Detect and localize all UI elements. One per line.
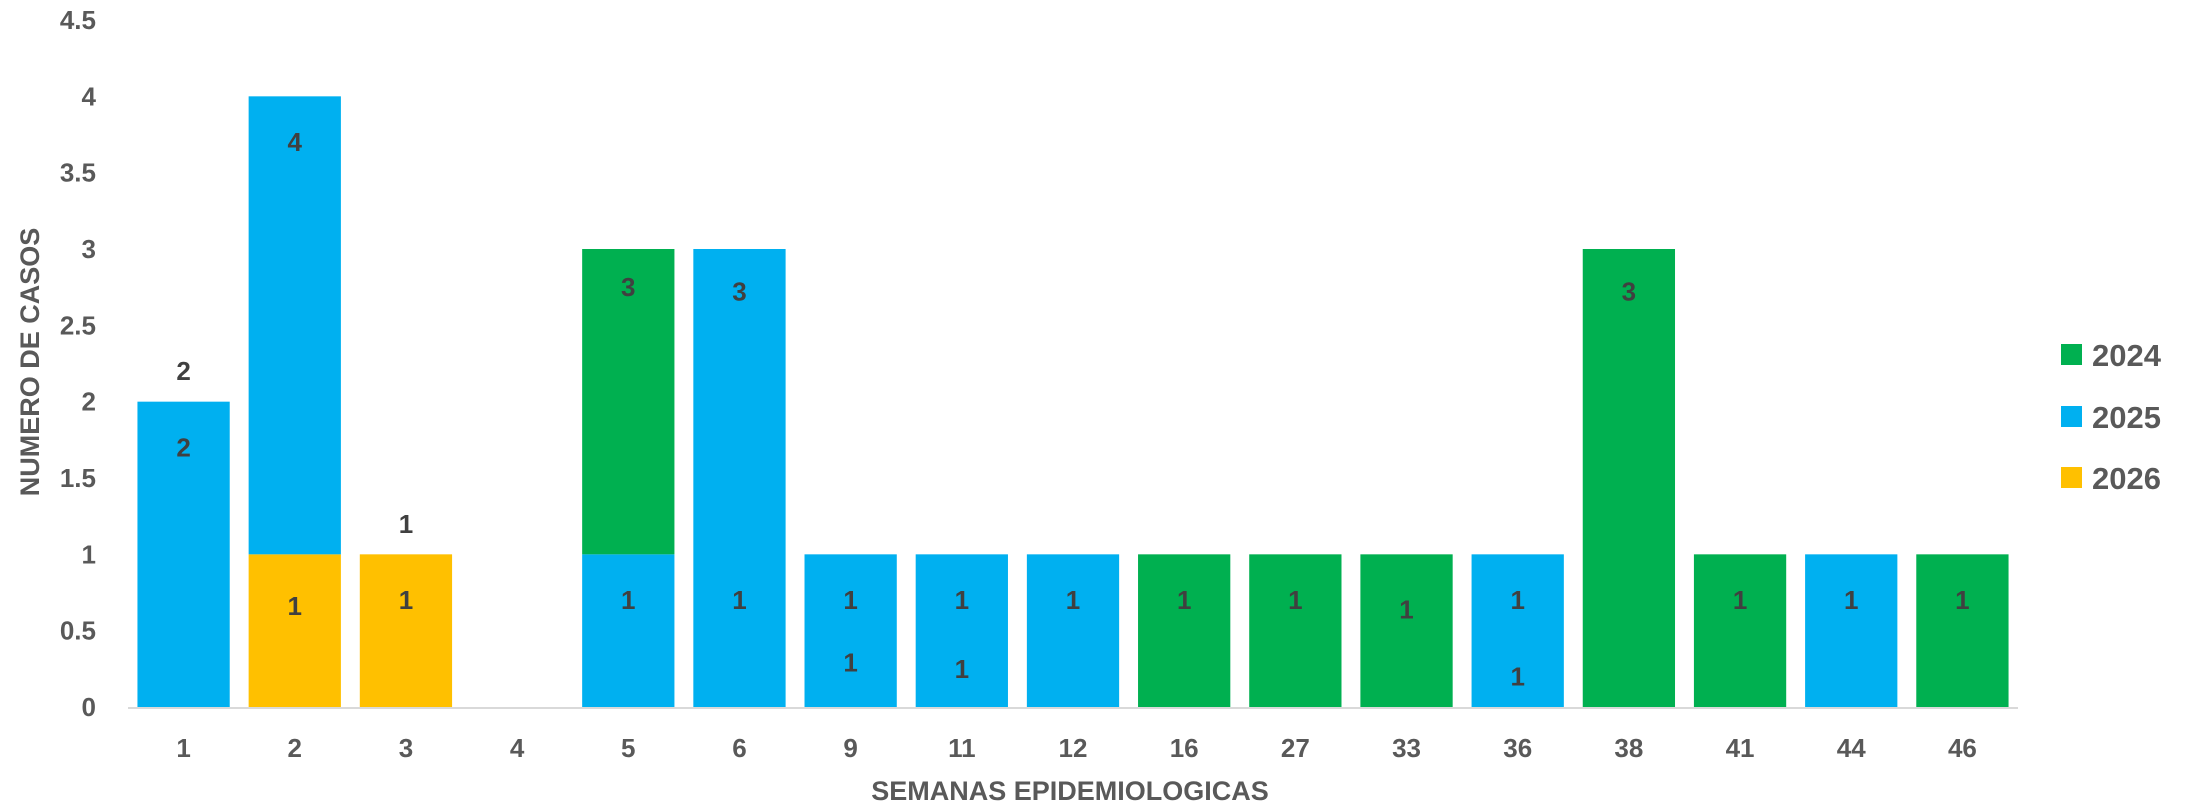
y-tick-label: 3.5: [60, 158, 96, 188]
x-tick-label: 4: [510, 733, 525, 763]
y-tick-label: 4: [82, 81, 97, 111]
x-axis-title: SEMANAS EPIDEMIOLOGICAS: [871, 776, 1269, 806]
y-tick-label: 0: [82, 692, 96, 722]
data-label: 1: [1844, 585, 1858, 615]
bar-2024-week-46: [1916, 554, 2009, 707]
x-tick-label: 9: [843, 733, 857, 763]
bar-2025-week-6: [693, 249, 786, 707]
data-label: 2: [176, 356, 190, 386]
bar-2025-week-12: [1026, 554, 1120, 707]
bar-2026-week-2: [248, 554, 341, 707]
x-axis-ticks: 1 2 3 4 5 6 9 11 12 16 27 33 36 38 41 44 46: [176, 733, 1977, 763]
data-label: 3: [1622, 277, 1636, 307]
bar-2025-week-5: [582, 554, 675, 707]
y-tick-label: 1: [82, 539, 96, 569]
legend: 2024 2025 2026: [2061, 338, 2162, 496]
bar-2025-week-1: [137, 401, 230, 707]
bar-2025-week-2: [248, 96, 341, 555]
data-label: 1: [399, 585, 413, 615]
y-tick-label: 3: [82, 234, 96, 264]
data-label: 1: [1177, 585, 1191, 615]
x-tick-label: 3: [399, 733, 413, 763]
data-label: 1: [1288, 585, 1302, 615]
data-label: 2: [176, 432, 190, 462]
data-label: 1: [1399, 594, 1413, 624]
bar-2024-week-16: [1138, 554, 1231, 707]
x-tick-label: 2: [288, 733, 302, 763]
x-tick-label: 33: [1392, 733, 1421, 763]
bar-2025-week-11: [915, 554, 1008, 707]
data-label: 3: [732, 277, 746, 307]
data-label: 1: [843, 648, 857, 678]
x-tick-label: 1: [176, 733, 190, 763]
data-label: 1: [399, 509, 413, 539]
x-tick-label: 44: [1837, 733, 1866, 763]
data-label: 4: [288, 127, 303, 157]
x-tick-label: 6: [732, 733, 746, 763]
data-label: 1: [955, 585, 969, 615]
data-label: 1: [1733, 585, 1747, 615]
bar-2024-week-5: [582, 249, 675, 555]
x-tick-label: 41: [1726, 733, 1755, 763]
bar-2025-week-9: [804, 554, 897, 707]
data-label: 1: [1066, 585, 1080, 615]
x-tick-label: 12: [1059, 733, 1088, 763]
data-label: 1: [1955, 585, 1969, 615]
x-tick-label: 11: [948, 733, 976, 763]
y-tick-label: 1.5: [60, 463, 96, 493]
x-tick-label: 46: [1948, 733, 1977, 763]
legend-label-2024: 2024: [2092, 338, 2162, 373]
y-tick-label: 2.5: [60, 310, 96, 340]
data-label: 1: [621, 585, 635, 615]
legend-swatch-2026: [2061, 467, 2082, 488]
bar-2024-week-33: [1360, 554, 1453, 707]
data-label: 1: [843, 585, 857, 615]
bar-2025-week-44: [1805, 554, 1898, 707]
x-tick-label: 16: [1170, 733, 1199, 763]
bar-2025-week-36: [1471, 554, 1564, 707]
y-tick-label: 4.5: [60, 5, 96, 35]
y-tick-label: 0.5: [60, 616, 96, 646]
bar-2024-week-38: [1582, 249, 1676, 707]
bar-2026-week-3: [359, 554, 453, 707]
bar-2024-week-41: [1693, 554, 1787, 707]
data-label: 1: [1510, 661, 1524, 691]
legend-swatch-2024: [2061, 344, 2082, 365]
bars: [137, 96, 2009, 707]
data-label: 1: [1510, 585, 1524, 615]
x-tick-label: 27: [1281, 733, 1310, 763]
x-tick-label: 36: [1503, 733, 1532, 763]
data-label: 1: [955, 654, 969, 684]
data-label: 3: [621, 272, 635, 302]
data-labels: 2 2 4 1 1 1 3 1 3 1 1 1 1 1 1 1 1 1 1 1 3 1 1 1: [176, 127, 1969, 691]
legend-swatch-2025: [2061, 406, 2082, 427]
data-label: 1: [732, 585, 746, 615]
bar-2024-week-27: [1249, 554, 1342, 707]
data-label: 1: [288, 591, 302, 621]
legend-label-2025: 2025: [2092, 400, 2161, 435]
x-tick-label: 5: [621, 733, 635, 763]
y-axis-title: NUMERO DE CASOS: [15, 228, 45, 497]
y-axis-ticks: 0 0.5 1 1.5 2 2.5 3 3.5 4 4.5: [60, 5, 97, 722]
legend-label-2026: 2026: [2092, 461, 2161, 496]
y-tick-label: 2: [82, 387, 96, 417]
x-tick-label: 38: [1614, 733, 1643, 763]
